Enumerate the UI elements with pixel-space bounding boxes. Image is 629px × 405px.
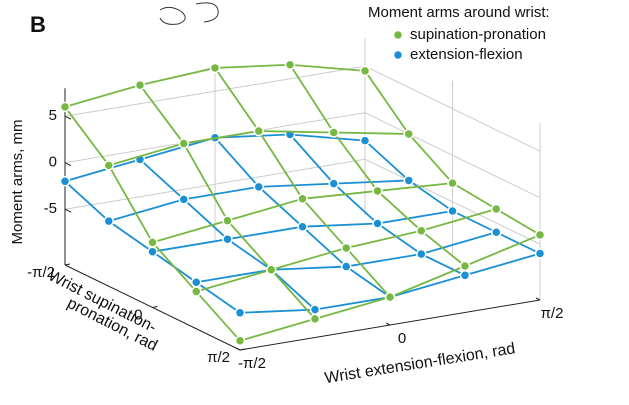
x-tick-label: π/2 bbox=[541, 305, 564, 322]
data-point bbox=[361, 136, 370, 145]
y-tick bbox=[153, 307, 158, 308]
z-axis-label: Moment arms, mm bbox=[9, 119, 26, 244]
z-tick bbox=[65, 209, 71, 212]
legend-label: extension-flexion bbox=[410, 46, 523, 63]
data-point bbox=[536, 249, 545, 258]
y-tick bbox=[240, 349, 245, 350]
data-point bbox=[417, 226, 426, 235]
data-point bbox=[373, 219, 382, 228]
data-point bbox=[373, 186, 382, 195]
data-point bbox=[448, 207, 457, 216]
y-tick-label: π/2 bbox=[207, 349, 230, 366]
z-tick-label: -5 bbox=[44, 200, 57, 217]
data-point bbox=[61, 177, 70, 186]
legend-marker bbox=[394, 31, 403, 40]
legend-marker bbox=[394, 51, 403, 60]
z-tick-label: 5 bbox=[49, 107, 57, 124]
x-tick bbox=[236, 348, 240, 350]
data-point bbox=[192, 278, 201, 287]
data-point bbox=[211, 63, 220, 72]
data-point bbox=[492, 228, 501, 237]
data-point bbox=[492, 205, 501, 214]
data-point bbox=[461, 262, 470, 271]
data-point bbox=[386, 293, 395, 302]
z-tick-label: 0 bbox=[49, 154, 57, 171]
data-point bbox=[236, 308, 245, 317]
data-point bbox=[148, 238, 157, 247]
data-point bbox=[136, 81, 145, 90]
y-tick-label: -π/2 bbox=[27, 264, 55, 281]
panel-label: B bbox=[30, 12, 46, 37]
y-tick-label: 0 bbox=[134, 306, 142, 323]
data-point bbox=[104, 217, 113, 226]
mesh-line bbox=[196, 232, 496, 282]
z-tick bbox=[65, 163, 71, 166]
data-point bbox=[329, 179, 338, 188]
legend-title: Moment arms around wrist: bbox=[368, 4, 550, 21]
data-point bbox=[179, 139, 188, 148]
data-point bbox=[223, 235, 232, 244]
data-point bbox=[104, 161, 113, 170]
data-point bbox=[223, 216, 232, 225]
data-point bbox=[417, 250, 426, 259]
data-point bbox=[179, 195, 188, 204]
data-point bbox=[298, 194, 307, 203]
x-tick bbox=[386, 323, 390, 325]
data-point bbox=[311, 314, 320, 323]
data-point bbox=[298, 222, 307, 231]
data-point bbox=[329, 128, 338, 137]
data-point bbox=[192, 287, 201, 296]
x-axis-label: Wrist extension-flexion, rad bbox=[323, 340, 516, 387]
data-point bbox=[461, 271, 470, 280]
data-point bbox=[286, 60, 295, 69]
data-point bbox=[342, 262, 351, 271]
data-point bbox=[148, 247, 157, 256]
data-point bbox=[342, 243, 351, 252]
data-point bbox=[448, 179, 457, 188]
data-point bbox=[236, 336, 245, 345]
legend-label: supination-pronation bbox=[410, 26, 546, 43]
x-tick-label: 0 bbox=[398, 330, 406, 347]
x-tick-label: -π/2 bbox=[238, 355, 266, 372]
data-point bbox=[536, 230, 545, 239]
hand-icon bbox=[160, 3, 218, 25]
data-point bbox=[254, 182, 263, 191]
data-point bbox=[404, 176, 413, 185]
data-point bbox=[267, 265, 276, 274]
data-point bbox=[404, 129, 413, 138]
mesh-line bbox=[290, 135, 465, 276]
x-tick bbox=[536, 298, 540, 300]
chart: B Moment arms around wrist: Moment arms,… bbox=[0, 0, 629, 405]
y-tick bbox=[65, 264, 70, 265]
data-point bbox=[311, 305, 320, 314]
data-point bbox=[361, 66, 370, 75]
data-point bbox=[61, 102, 70, 111]
z-tick bbox=[65, 116, 71, 119]
data-point bbox=[254, 127, 263, 136]
